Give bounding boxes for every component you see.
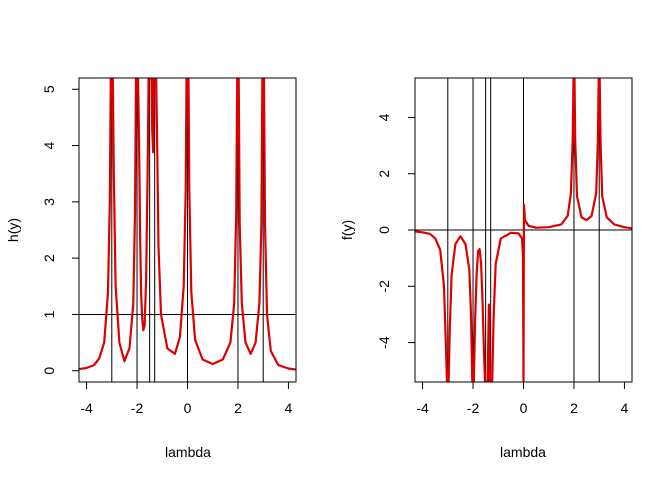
y-tick-label: 4 bbox=[376, 113, 392, 121]
x-tick-label: -2 bbox=[131, 400, 144, 416]
y-tick-label: 2 bbox=[376, 170, 392, 178]
y-tick-label: 2 bbox=[41, 254, 57, 262]
x-axis-label: lambda bbox=[500, 444, 546, 460]
y-tick-label: 5 bbox=[41, 85, 57, 93]
y-tick-label: 0 bbox=[376, 226, 392, 234]
x-tick-label: 2 bbox=[570, 400, 578, 416]
x-tick-label: 0 bbox=[520, 400, 528, 416]
x-axis-label: lambda bbox=[165, 444, 211, 460]
data-curve bbox=[79, 78, 296, 371]
y-tick-label: -2 bbox=[376, 280, 392, 293]
y-axis-label: f(y) bbox=[339, 220, 355, 240]
x-tick-label: 2 bbox=[234, 400, 242, 416]
y-tick-label: -4 bbox=[376, 336, 392, 349]
data-curve bbox=[415, 78, 632, 382]
panel-h: -4 -2 0 2 4 0 1 2 3 4 5 lambda h(y) bbox=[5, 77, 297, 460]
x-tick-label: -2 bbox=[467, 400, 480, 416]
panel-f: -4 -2 0 2 4 -4 -2 0 2 4 lambda f(y) bbox=[339, 77, 633, 460]
plot-area bbox=[79, 78, 296, 382]
y-axis-label: h(y) bbox=[5, 218, 21, 242]
y-tick-label: 3 bbox=[41, 198, 57, 206]
x-tick-label: 4 bbox=[621, 400, 629, 416]
y-tick-label: 1 bbox=[41, 310, 57, 318]
plot-area bbox=[415, 78, 632, 382]
y-tick-label: 4 bbox=[41, 141, 57, 149]
x-tick-label: -4 bbox=[80, 400, 93, 416]
y-tick-label: 0 bbox=[41, 367, 57, 375]
x-tick-label: 4 bbox=[285, 400, 293, 416]
x-tick-label: 0 bbox=[184, 400, 192, 416]
x-tick-label: -4 bbox=[416, 400, 429, 416]
